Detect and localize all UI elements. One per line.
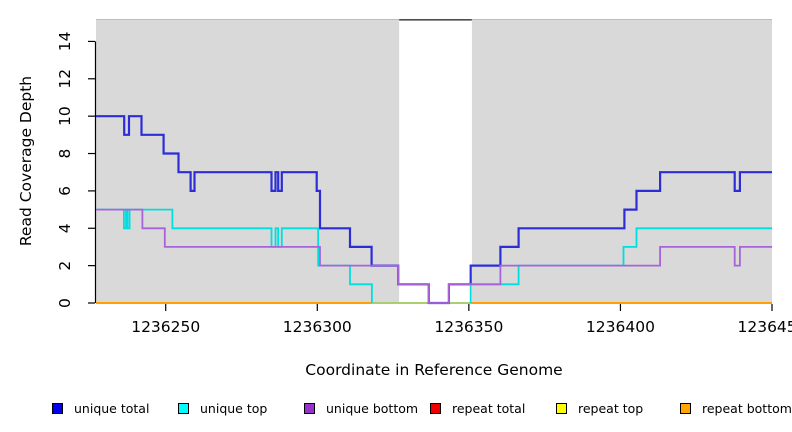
legend-item-unique-top: unique top [178, 396, 267, 420]
legend-label: unique bottom [326, 400, 419, 416]
y-axis-title: Read Coverage Depth [17, 76, 35, 246]
series-unique-bottom-line [96, 208, 772, 304]
repeat-bottom-swatch-icon [680, 402, 691, 414]
x-tick-label: 1236400 [586, 318, 655, 336]
y-tick-label: 6 [56, 186, 74, 196]
y-tick-label: 2 [56, 261, 74, 271]
plot-layers: 0 2 4 6 8 10 12 14 1236250 1236300 1236350 1236400 1… [56, 18, 792, 336]
series-unique-total-line [96, 115, 772, 305]
y-tick-label: 4 [56, 223, 74, 233]
legend-item-unique-bottom: unique bottom [304, 396, 418, 420]
unique-top-swatch-icon [178, 402, 189, 414]
x-tick-label: 1236250 [131, 318, 200, 336]
repeat-total-swatch-icon [430, 402, 441, 414]
y-tick-label: 0 [56, 298, 74, 308]
x-tick-label: 1236350 [434, 318, 503, 336]
x-tick-label: 1236450 [737, 318, 792, 336]
x-tick-label: 1236300 [283, 318, 352, 336]
legend-label: unique total [74, 400, 150, 416]
y-tick-label: 12 [56, 69, 74, 89]
y-tick-label: 14 [56, 32, 74, 52]
legend-label: unique top [200, 400, 268, 416]
legend-label: repeat bottom [702, 400, 792, 416]
repeat-top-swatch-icon [556, 402, 567, 414]
y-tick-label: 8 [56, 149, 74, 159]
coverage-plot-svg: 0 2 4 6 8 10 12 14 1236250 1236300 1236350 1236400 1… [17, 18, 792, 379]
plot-legend: unique total unique top unique bottom re… [0, 396, 792, 420]
uncovered-region-band [399, 19, 472, 303]
y-tick-label: 10 [56, 106, 74, 126]
legend-label: repeat total [452, 400, 526, 416]
legend-item-repeat-top: repeat top [556, 396, 643, 420]
unique-total-swatch-icon [52, 402, 63, 414]
legend-item-unique-total: unique total [52, 396, 149, 420]
unique-bottom-swatch-icon [304, 402, 315, 414]
x-axis-title: Coordinate in Reference Genome [305, 361, 562, 379]
legend-label: repeat top [578, 400, 644, 416]
legend-item-repeat-bottom: repeat bottom [680, 396, 792, 420]
legend-item-repeat-total: repeat total [430, 396, 525, 420]
